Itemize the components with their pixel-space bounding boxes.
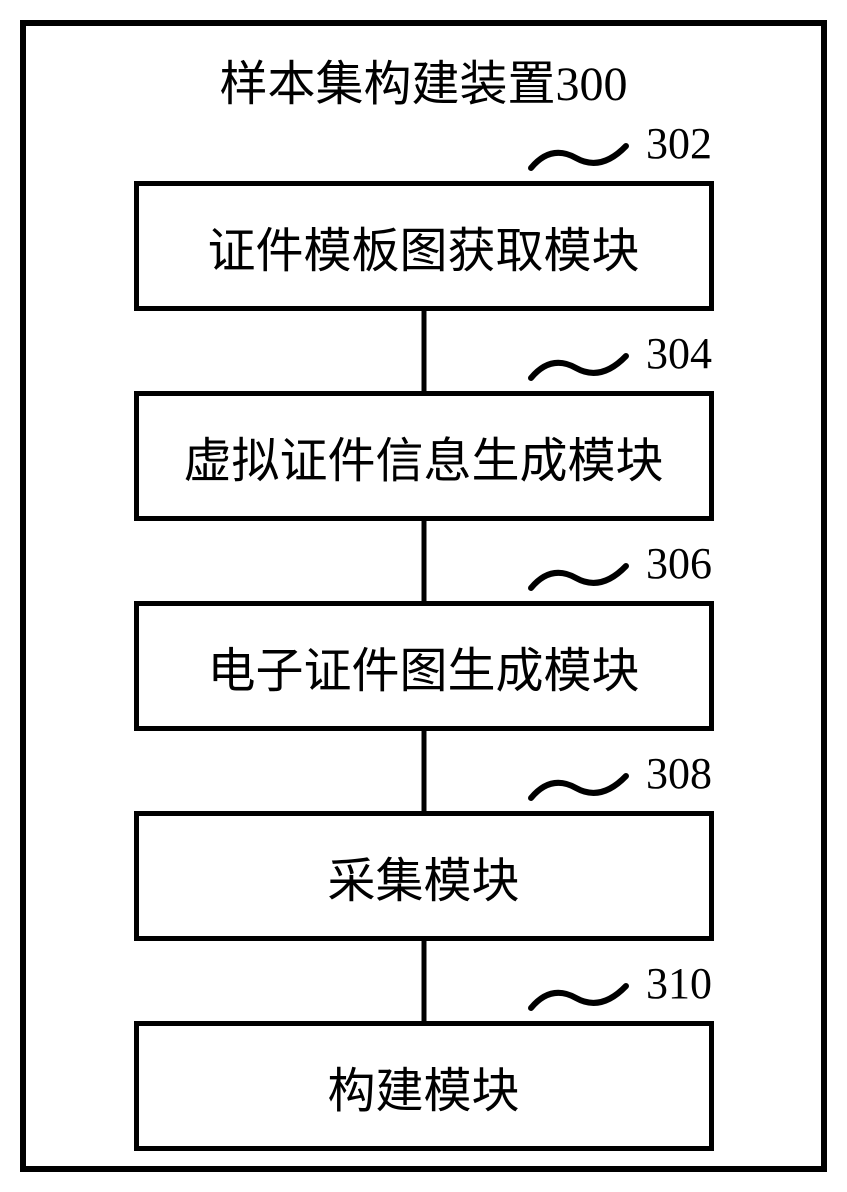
connector-line (421, 521, 426, 601)
module-box: 虚拟证件信息生成模块 (134, 391, 714, 521)
diagram-title: 样本集构建装置300 (219, 44, 627, 114)
module-box: 构建模块 (134, 1021, 714, 1151)
ref-number: 304 (646, 328, 712, 379)
squiggle-icon (526, 556, 636, 596)
module-box: 采集模块 (134, 811, 714, 941)
squiggle-icon (526, 346, 636, 386)
connector-line (421, 731, 426, 811)
module-label: 虚拟证件信息生成模块 (183, 421, 663, 491)
ref-number: 306 (646, 538, 712, 589)
module-label: 采集模块 (327, 841, 519, 911)
module-label: 证件模板图获取模块 (207, 211, 639, 281)
diagram-frame: 样本集构建装置300 302 证件模板图获取模块 304 虚拟证件信息生成模块 … (20, 20, 827, 1172)
squiggle-icon (526, 136, 636, 176)
ref-number: 310 (646, 958, 712, 1009)
connector-line (421, 941, 426, 1021)
squiggle-icon (526, 766, 636, 806)
module-box: 证件模板图获取模块 (134, 181, 714, 311)
module-label: 电子证件图生成模块 (207, 631, 639, 701)
squiggle-icon (526, 976, 636, 1016)
module-label: 构建模块 (327, 1051, 519, 1121)
connector-line (421, 311, 426, 391)
ref-number: 308 (646, 748, 712, 799)
ref-number: 302 (646, 118, 712, 169)
module-box: 电子证件图生成模块 (134, 601, 714, 731)
